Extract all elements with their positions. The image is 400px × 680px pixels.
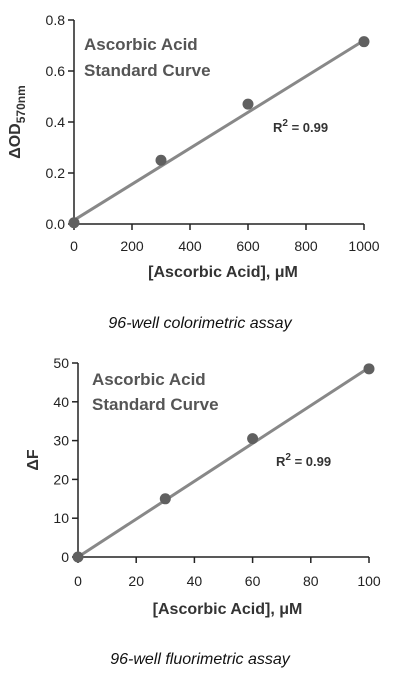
fit-line bbox=[77, 366, 370, 559]
data-point bbox=[363, 363, 375, 375]
r2-value: = 0.99 bbox=[291, 454, 331, 469]
x-tick-label: 800 bbox=[294, 238, 318, 254]
x-tick-label: 1000 bbox=[348, 238, 379, 254]
x-tick-label: 60 bbox=[245, 573, 261, 589]
x-tick-label: 600 bbox=[236, 238, 260, 254]
y-tick-label: 30 bbox=[53, 433, 69, 449]
chart-2: 0 10 20 30 40 50 0 20 40 60 80 100 Ascorbic Acid Stan… bbox=[25, 355, 381, 668]
y-tick-label: 0.0 bbox=[46, 216, 66, 232]
x-axis-label: [Ascorbic Acid], μM bbox=[153, 601, 303, 618]
r2-superscript: 2 bbox=[282, 118, 288, 129]
x-tick-label: 80 bbox=[303, 573, 319, 589]
chart-title-line-1: Ascorbic Acid bbox=[84, 35, 198, 54]
chart-title-line-2: Standard Curve bbox=[84, 61, 211, 80]
data-point bbox=[68, 217, 80, 229]
y-axis-label-sub: 570nm bbox=[14, 85, 28, 123]
data-point bbox=[242, 98, 254, 110]
y-tick-label: 50 bbox=[53, 355, 69, 371]
x-tick-label: 0 bbox=[74, 573, 82, 589]
data-point bbox=[159, 493, 171, 505]
r2-superscript: 2 bbox=[285, 452, 291, 463]
y-tick-label: 0.4 bbox=[46, 114, 66, 130]
y-tick-label: 40 bbox=[53, 394, 69, 410]
x-tick-label: 400 bbox=[178, 238, 202, 254]
data-point bbox=[358, 36, 370, 48]
y-tick-label: 0.2 bbox=[46, 165, 66, 181]
y-tick-label: 20 bbox=[53, 471, 69, 487]
fit-line bbox=[73, 39, 365, 222]
y-axis-label: ΔOD570nm bbox=[7, 85, 28, 159]
x-tick-label: 40 bbox=[187, 573, 203, 589]
r-squared-label: R2 = 0.99 bbox=[273, 118, 328, 135]
y-tick-label: 10 bbox=[53, 510, 69, 526]
chart-caption: 96-well colorimetric assay bbox=[108, 315, 292, 332]
r2-base: R bbox=[276, 454, 286, 469]
r2-base: R bbox=[273, 120, 283, 135]
r-squared-label: R2 = 0.99 bbox=[276, 452, 331, 469]
x-tick-label: 100 bbox=[357, 573, 381, 589]
chart-1: 0.0 0.2 0.4 0.6 0.8 0 200 400 600 800 1000 Ascorbic… bbox=[7, 12, 380, 332]
y-tick-label: 0.8 bbox=[46, 12, 66, 28]
chart-title-line-2: Standard Curve bbox=[92, 395, 219, 414]
chart-caption: 96-well fluorimetric assay bbox=[110, 651, 291, 668]
data-point bbox=[247, 433, 259, 445]
y-axis-label-main: ΔOD bbox=[7, 123, 24, 159]
y-tick-label: 0.6 bbox=[46, 63, 66, 79]
r2-value: = 0.99 bbox=[288, 120, 328, 135]
y-axis-label: ΔF bbox=[25, 449, 42, 471]
y-axis-label-main: ΔF bbox=[25, 449, 42, 471]
chart-title-line-1: Ascorbic Acid bbox=[92, 370, 206, 389]
data-point bbox=[155, 154, 167, 166]
x-tick-label: 0 bbox=[70, 238, 78, 254]
y-tick-label: 0 bbox=[61, 549, 69, 565]
x-axis-label: [Ascorbic Acid], μM bbox=[148, 264, 298, 281]
x-tick-label: 20 bbox=[128, 573, 144, 589]
x-tick-label: 200 bbox=[120, 238, 144, 254]
data-point bbox=[72, 551, 84, 563]
